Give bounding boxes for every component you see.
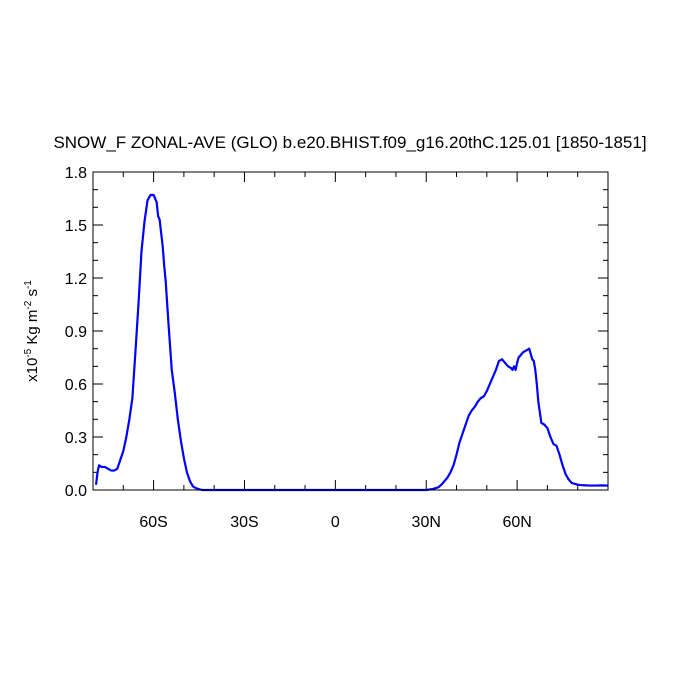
y-tick-label: 1.2 bbox=[65, 271, 87, 288]
x-tick-label: 30S bbox=[230, 514, 258, 531]
y-axis-label-prefix: x10 bbox=[24, 358, 41, 382]
x-tick-label: 60S bbox=[139, 514, 167, 531]
y-axis-ticks: 0.0 0.3 0.6 0.9 1.2 1.5 1.8 bbox=[65, 165, 608, 500]
y-tick-label: 0.0 bbox=[65, 483, 87, 500]
chart-title: SNOW_F ZONAL-AVE (GLO) b.e20.BHIST.f09_g… bbox=[53, 133, 646, 152]
y-axis-label-exponent: -5 bbox=[23, 348, 34, 357]
y-axis-label-unit-exp2: -1 bbox=[23, 280, 34, 289]
series-line bbox=[94, 193, 609, 492]
y-axis-label-unit-mid: s bbox=[24, 289, 41, 301]
x-tick-label: 60N bbox=[502, 514, 531, 531]
plot-frame bbox=[92, 171, 609, 491]
y-axis-label: x10-5 Kg m-2 s-1 bbox=[23, 280, 41, 382]
x-axis-ticks: 60S 30S 0 30N 60N bbox=[92, 172, 609, 531]
y-axis-label-unit: Kg m bbox=[24, 310, 41, 349]
y-tick-label: 0.9 bbox=[65, 324, 87, 341]
y-tick-label: 0.3 bbox=[65, 430, 87, 447]
y-axis-label-unit-exp1: -2 bbox=[23, 300, 34, 309]
y-tick-label: 0.6 bbox=[65, 377, 87, 394]
x-tick-label: 30N bbox=[412, 514, 441, 531]
y-tick-label: 1.5 bbox=[65, 218, 87, 235]
x-tick-label: 0 bbox=[331, 514, 340, 531]
y-tick-label: 1.8 bbox=[65, 165, 87, 182]
